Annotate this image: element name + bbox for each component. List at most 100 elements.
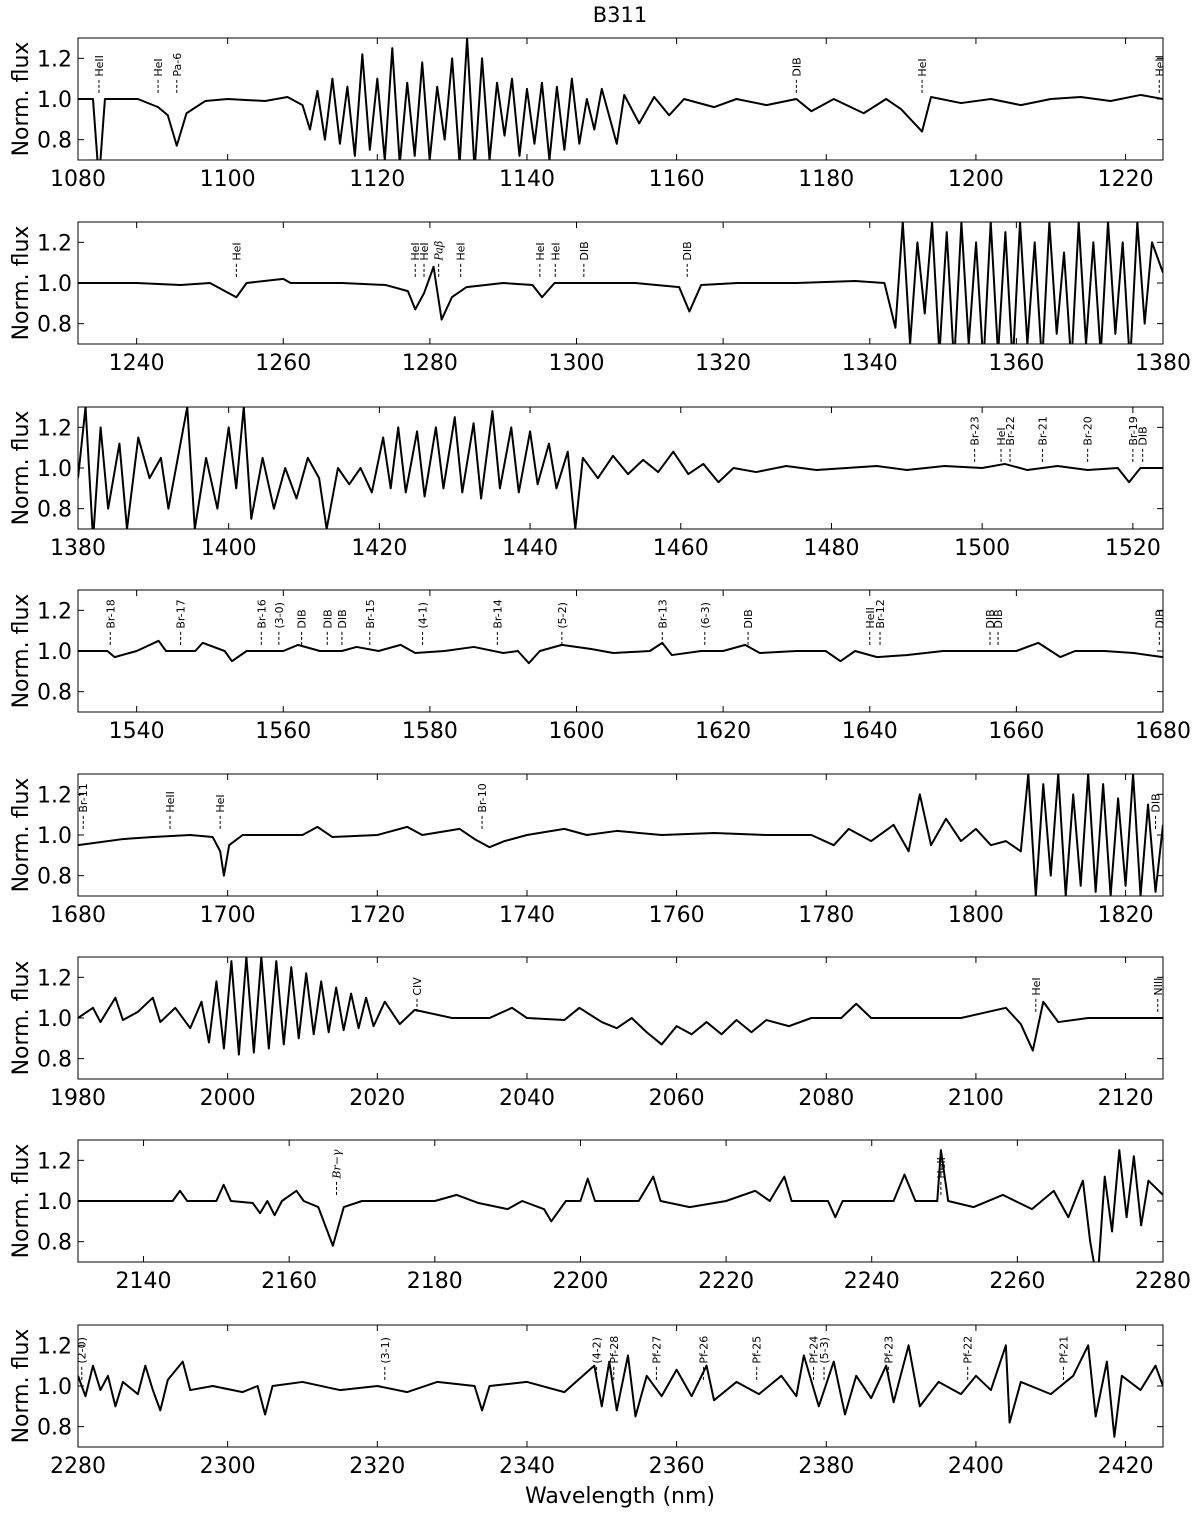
plot-frame xyxy=(77,589,1164,713)
x-tick-label: 2280 xyxy=(50,1454,106,1479)
y-tick-label: 1.2 xyxy=(37,231,72,256)
x-tick-label: 1620 xyxy=(695,719,751,744)
x-tick-label: 1280 xyxy=(402,351,458,376)
y-tick-label: 0.8 xyxy=(37,313,72,338)
x-tick-label: 1260 xyxy=(255,351,311,376)
line-label: DIB xyxy=(1137,426,1150,445)
x-tick-label: 1600 xyxy=(549,719,605,744)
line-label: HeI xyxy=(995,427,1008,445)
chart-title: B311 xyxy=(593,3,648,27)
line-label: HeII xyxy=(864,607,877,629)
x-tick-label: 1520 xyxy=(1105,536,1161,561)
x-tick-label: 1440 xyxy=(502,536,558,561)
line-label: DIB xyxy=(742,609,755,628)
line-label: Br-15 xyxy=(364,599,377,628)
panel: Norm. flux Wavelength (nm) 0.8 1.0 1.2 2280 23… xyxy=(9,1324,1164,1509)
line-label: DIB xyxy=(992,609,1005,628)
panel: Norm. flux 0.8 1.0 1.2 1080 1100 1120 1140 1160 1… xyxy=(9,37,1166,192)
y-tick-label: 1.0 xyxy=(37,824,72,849)
line-label: HeI xyxy=(214,794,227,812)
line-label: HeI xyxy=(418,242,431,260)
y-axis-label: Norm. flux xyxy=(9,1329,34,1444)
line-label: Br-13 xyxy=(656,599,669,628)
plot-frame xyxy=(77,406,1164,530)
plot-area xyxy=(78,1149,1163,1262)
x-tick-label: 1640 xyxy=(842,719,898,744)
y-tick-label: 0.8 xyxy=(37,498,72,523)
panel: Norm. flux 0.8 1.0 1.2 2140 2160 2180 2200 2220 2… xyxy=(9,1139,1191,1294)
x-tick-label: 1740 xyxy=(499,903,555,928)
line-label: (2-0) xyxy=(76,1337,89,1364)
plot-frame xyxy=(77,956,1164,1080)
y-tick-label: 1.2 xyxy=(37,966,72,991)
line-label: CIV xyxy=(411,977,424,996)
panel: Norm. flux 0.8 1.0 1.2 1240 1260 1280 1300 1320 1… xyxy=(9,221,1191,376)
line-label: Pa-6 xyxy=(171,53,184,77)
x-tick-label: 1580 xyxy=(402,719,458,744)
line-label: HeI xyxy=(409,242,422,260)
y-tick-label: 1.0 xyxy=(37,457,72,482)
line-label: HeI xyxy=(455,242,468,260)
line-label: DIB xyxy=(984,609,997,628)
plot-frame xyxy=(77,1139,1164,1263)
y-axis-label: Norm. flux xyxy=(9,778,34,893)
x-tick-label: 1360 xyxy=(988,351,1044,376)
x-tick-label: 2100 xyxy=(948,1086,1004,1111)
x-tick-label: 1300 xyxy=(549,351,605,376)
x-tick-label: 1340 xyxy=(842,351,898,376)
line-label: DIB xyxy=(578,241,591,260)
x-tick-label: 1200 xyxy=(948,167,1004,192)
plot-frame xyxy=(77,221,1164,345)
x-tick-label: 1480 xyxy=(803,536,859,561)
line-label: Br-10 xyxy=(476,783,489,812)
y-axis-label: Norm. flux xyxy=(9,226,34,341)
x-tick-label: 2280 xyxy=(1135,1269,1191,1294)
y-axis-label: Norm. flux xyxy=(9,42,34,157)
x-tick-label: 1660 xyxy=(988,719,1044,744)
y-tick-label: 1.2 xyxy=(37,1334,72,1359)
spectrum-line xyxy=(78,774,1163,896)
x-tick-label: 2220 xyxy=(698,1269,754,1294)
x-tick-label: 1560 xyxy=(255,719,311,744)
y-axis-label: Norm. flux xyxy=(9,961,34,1076)
y-tick-label: 0.8 xyxy=(37,1048,72,1073)
line-label: (3-0) xyxy=(273,602,286,629)
spectrum-line xyxy=(78,407,1163,529)
line-label: Pf-24 xyxy=(808,1336,821,1364)
line-label: (6-3) xyxy=(699,602,712,629)
x-tick-label: 1540 xyxy=(109,719,165,744)
x-tick-label: 1120 xyxy=(349,167,405,192)
plot-area xyxy=(78,407,1163,529)
x-tick-label: 1160 xyxy=(649,167,705,192)
line-label: Br-21 xyxy=(1036,416,1049,445)
y-tick-label: 0.8 xyxy=(37,865,72,890)
line-label: Br-11 xyxy=(77,783,90,812)
x-tick-label: 1180 xyxy=(798,167,854,192)
line-label: Paβ xyxy=(433,241,446,262)
x-tick-label: 1380 xyxy=(50,536,106,561)
line-label: DIB xyxy=(296,609,309,628)
y-tick-label: 1.0 xyxy=(37,640,72,665)
line-label: Br-18 xyxy=(104,599,117,628)
line-label: Br-20 xyxy=(1082,416,1095,445)
x-tick-label: 1680 xyxy=(50,903,106,928)
plot-area xyxy=(78,1344,1163,1438)
plot-area xyxy=(78,38,1163,160)
x-tick-label: 1820 xyxy=(1098,903,1154,928)
plot-area xyxy=(78,774,1163,896)
y-tick-label: 1.2 xyxy=(37,783,72,808)
line-label: Pf-27 xyxy=(650,1336,663,1364)
y-tick-label: 1.0 xyxy=(37,1190,72,1215)
x-tick-label: 2300 xyxy=(200,1454,256,1479)
x-tick-label: 2260 xyxy=(989,1269,1045,1294)
line-label: Pf-28 xyxy=(608,1336,621,1364)
line-label: DIB xyxy=(790,57,803,76)
y-tick-label: 1.2 xyxy=(37,416,72,441)
line-label: Br-12 xyxy=(874,599,887,628)
y-axis-label: Norm. flux xyxy=(9,411,34,526)
x-tick-label: 1780 xyxy=(798,903,854,928)
y-tick-label: 1.2 xyxy=(37,1149,72,1174)
x-tick-label: 1500 xyxy=(954,536,1010,561)
x-tick-label: 2200 xyxy=(552,1269,608,1294)
